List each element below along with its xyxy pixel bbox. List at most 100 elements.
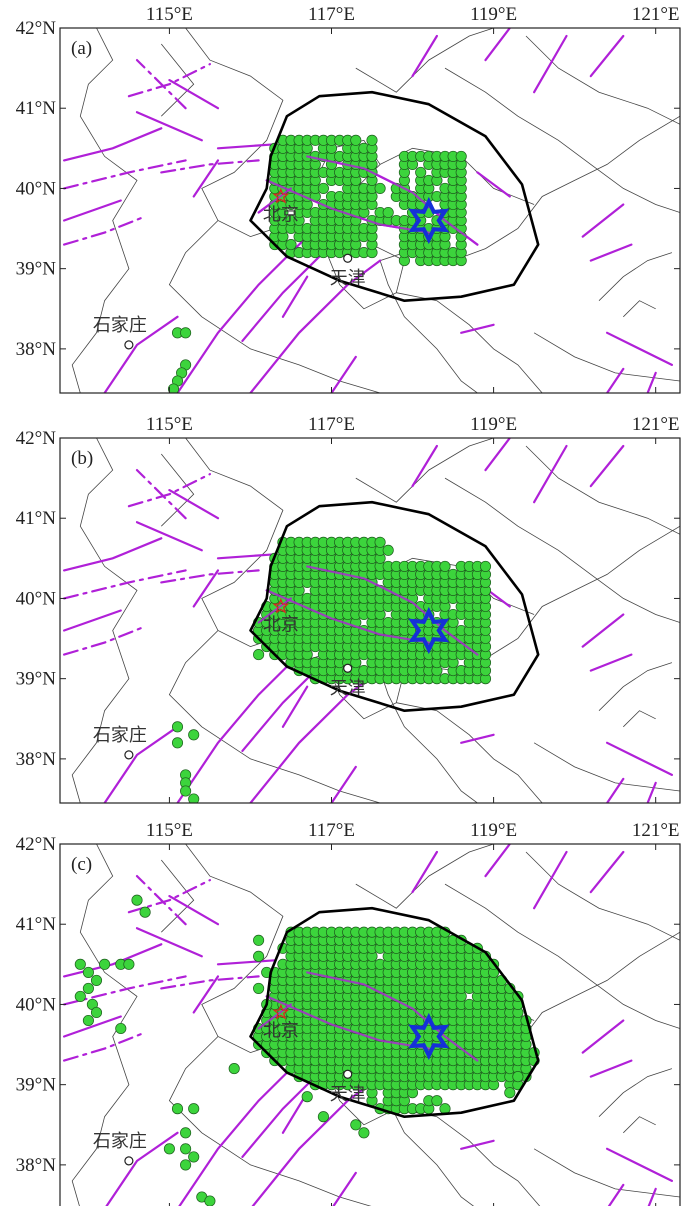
grid-dot [82,1014,94,1027]
fault-line [135,927,203,958]
fault-line [241,243,333,342]
grid-dot [204,1195,216,1206]
fault-line [476,171,511,198]
coastline [598,252,673,301]
fault-line [168,489,220,520]
fault-line [581,613,625,648]
fault-line [127,473,211,508]
fault-line [135,469,187,520]
grid-dot [131,894,143,906]
fault-line [581,203,625,238]
lat-tick-label: 39°N [16,1075,57,1096]
city-marker-icon [124,750,134,760]
grid-dot [317,1111,329,1123]
star-icon [408,196,450,245]
province-border [185,844,324,1070]
fault-line [62,127,163,162]
lat-tick-label: 42°N [16,428,57,449]
fault-line [411,850,438,894]
fault-line [62,159,187,190]
fault-line [411,444,438,488]
fault-line [281,275,309,318]
coastline [379,670,478,803]
grid-dot [415,166,427,178]
fault-line-overlay [257,1003,293,1030]
city-marker-icon [343,253,353,263]
grid-dot [139,906,151,918]
intensity-region-outline [249,500,540,712]
fault-line [460,1139,495,1150]
grid-dot [74,990,86,1002]
lat-tick-label: 41°N [16,914,57,935]
fault-line [192,975,220,1014]
grid-dot [123,958,135,970]
grid-dot [350,1119,362,1131]
grid-dot [180,1159,192,1171]
grid-dot [163,1143,175,1155]
fault-line [168,895,220,926]
fault-line [135,521,203,552]
fault-line [589,444,625,488]
lon-tick-label: 117°E [308,414,355,435]
lon-tick-label: 117°E [308,820,355,841]
fault-line [589,653,633,672]
fault-line-overlay [265,995,430,1050]
fault-line [332,1171,357,1206]
grid-dot [180,327,192,339]
grid-dot [90,1006,103,1019]
lon-tick-label: 119°E [470,414,517,435]
fault-line [460,733,495,744]
fault-line [168,79,220,110]
province-border [444,67,680,213]
fault-line [330,765,357,803]
province-border [160,43,195,117]
province-border [355,438,494,503]
grid-dot [99,958,111,970]
fault-line [160,975,260,990]
city-label-beijing: 北京 [263,614,299,635]
grid-dot [358,1127,370,1139]
panel-frame [59,27,681,394]
province-border [160,453,195,527]
fault-line [581,1019,625,1054]
fault-line [62,609,122,632]
fault-line [135,59,187,110]
province-border [525,445,680,535]
fault-line [62,569,187,600]
fault-line [589,850,625,894]
coastline [598,662,673,711]
province-border [185,438,324,664]
fault-line-overlay [306,971,479,1062]
city-label-shijiazhuang: 石家庄 [93,725,147,746]
fault-line [330,355,357,393]
grid-dot [74,958,86,970]
fault-line [62,1015,122,1038]
lat-tick-label: 42°N [16,834,57,855]
fault-line [249,259,382,393]
lat-tick-label: 38°N [16,749,57,770]
grid-dot [366,134,378,146]
lon-tick-label: 119°E [470,820,517,841]
province-border [533,332,680,382]
star-icon [408,606,450,655]
grid-dot [82,982,94,994]
fault-line [105,1131,179,1206]
fault-line [62,1031,147,1062]
province-border [444,477,680,623]
coastline [598,1068,673,1117]
grid-dot [188,1103,200,1115]
lat-tick-label: 38°N [16,339,57,360]
city-marker-icon [343,1069,353,1079]
city-label-tianjin: 天津 [330,678,366,699]
grid-dot [115,1022,127,1035]
fault-line [62,537,163,572]
fault-line [606,777,625,803]
lat-tick-label: 40°N [16,178,57,199]
fault-line [62,215,147,246]
grid-dot [504,1087,516,1099]
grid-dot [301,1091,313,1103]
fault-line [607,1183,625,1206]
lon-tick-label: 121°E [632,414,680,435]
